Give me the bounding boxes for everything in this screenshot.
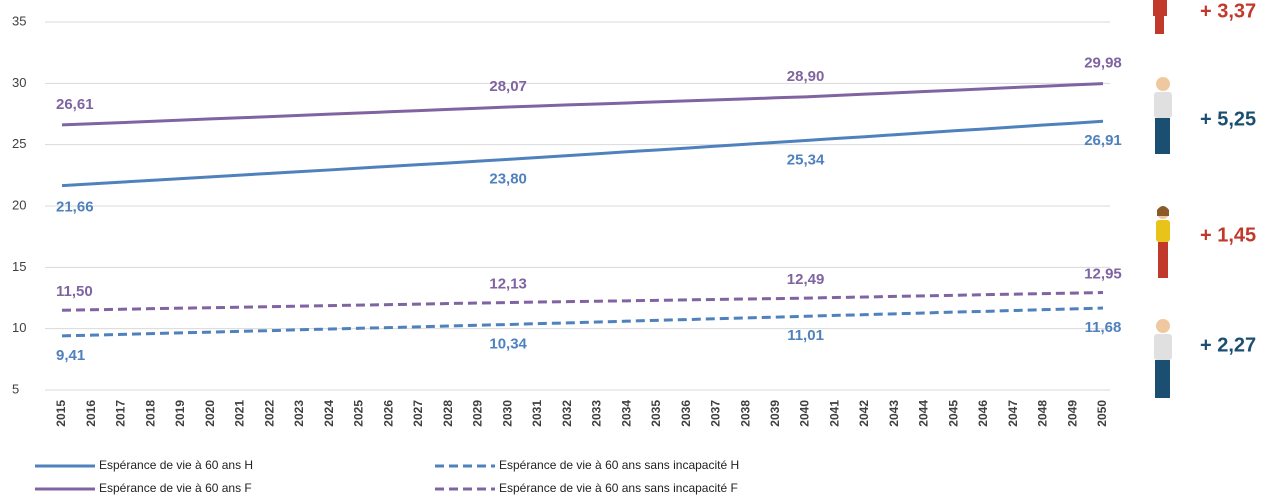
x-tick-label: 2019: [173, 400, 187, 427]
series-line: [62, 121, 1103, 185]
x-tick-label: 2034: [619, 400, 633, 427]
x-tick-label: 2027: [411, 400, 425, 427]
data-label: 28,07: [489, 78, 527, 95]
annotation: + 3,37: [1200, 0, 1256, 22]
data-label: 25,34: [787, 151, 825, 168]
legend-label: Espérance de vie à 60 ans sans incapacit…: [499, 481, 738, 495]
data-label: 23,80: [489, 170, 527, 187]
x-tick-label: 2028: [441, 400, 455, 427]
x-tick-label: 2041: [827, 400, 841, 427]
x-tick-label: 2039: [768, 400, 782, 427]
data-label: 10,34: [489, 335, 527, 352]
data-label: 29,98: [1084, 55, 1122, 72]
series-line: [62, 84, 1103, 125]
x-tick-label: 2032: [560, 400, 574, 427]
data-label: 9,41: [56, 347, 85, 364]
x-tick-label: 2020: [203, 400, 217, 427]
man-icon: [1154, 319, 1172, 398]
y-tick-label: 15: [12, 259, 26, 274]
data-label: 12,49: [787, 271, 825, 288]
x-tick-label: 2046: [976, 400, 990, 427]
x-tick-label: 2031: [530, 400, 544, 427]
x-tick-label: 2047: [1006, 400, 1020, 427]
y-tick-label: 20: [12, 197, 26, 212]
x-tick-label: 2015: [54, 400, 68, 427]
chart: 5101520253035201520162017201820192020202…: [0, 0, 1271, 497]
x-tick-label: 2043: [887, 400, 901, 427]
data-label: 12,13: [489, 276, 527, 293]
x-tick-label: 2026: [381, 400, 395, 427]
data-label: 26,91: [1084, 132, 1122, 149]
legend-label: Espérance de vie à 60 ans F: [99, 481, 252, 495]
x-tick-label: 2038: [738, 400, 752, 427]
x-tick-label: 2021: [233, 400, 247, 427]
data-label: 11,50: [56, 283, 93, 300]
annotation: + 5,25: [1200, 108, 1256, 130]
x-tick-label: 2022: [262, 400, 276, 427]
x-tick-label: 2048: [1036, 400, 1050, 427]
x-tick-label: 2044: [917, 400, 931, 427]
x-tick-label: 2016: [84, 400, 98, 427]
y-tick-label: 10: [12, 320, 26, 335]
x-tick-label: 2045: [946, 400, 960, 427]
annotation: + 2,27: [1200, 334, 1256, 356]
x-tick-label: 2023: [292, 400, 306, 427]
x-tick-label: 2049: [1065, 400, 1079, 427]
data-label: 26,61: [56, 96, 94, 113]
data-label: 11,01: [787, 327, 824, 344]
x-tick-label: 2025: [352, 400, 366, 427]
x-tick-label: 2024: [322, 400, 336, 427]
x-tick-label: 2029: [471, 400, 485, 427]
x-tick-label: 2017: [114, 400, 128, 427]
y-tick-label: 25: [12, 136, 26, 151]
x-tick-label: 2037: [709, 400, 723, 427]
y-tick-label: 5: [12, 381, 19, 396]
data-label: 28,90: [787, 68, 825, 85]
x-tick-label: 2050: [1095, 400, 1109, 427]
data-label: 12,95: [1084, 265, 1122, 282]
x-tick-label: 2035: [649, 400, 663, 427]
x-tick-label: 2030: [500, 400, 514, 427]
woman-icon: [1153, 0, 1167, 34]
y-tick-label: 35: [12, 13, 26, 28]
person-icons: [1153, 0, 1172, 398]
x-tick-label: 2033: [590, 400, 604, 427]
series-line: [62, 292, 1103, 310]
series-line: [62, 308, 1103, 336]
x-tick-label: 2042: [857, 400, 871, 427]
x-tick-label: 2036: [679, 400, 693, 427]
legend-label: Espérance de vie à 60 ans H: [99, 458, 253, 472]
legend-label: Espérance de vie à 60 ans sans incapacit…: [499, 458, 739, 472]
x-tick-label: 2040: [798, 400, 812, 427]
annotation: + 1,45: [1200, 224, 1256, 246]
data-label: 11,68: [1085, 319, 1122, 336]
woman-icon: [1156, 206, 1170, 278]
data-label: 21,66: [56, 199, 94, 216]
x-tick-label: 2018: [143, 400, 157, 427]
y-tick-label: 30: [12, 75, 26, 90]
man-icon: [1154, 77, 1172, 154]
